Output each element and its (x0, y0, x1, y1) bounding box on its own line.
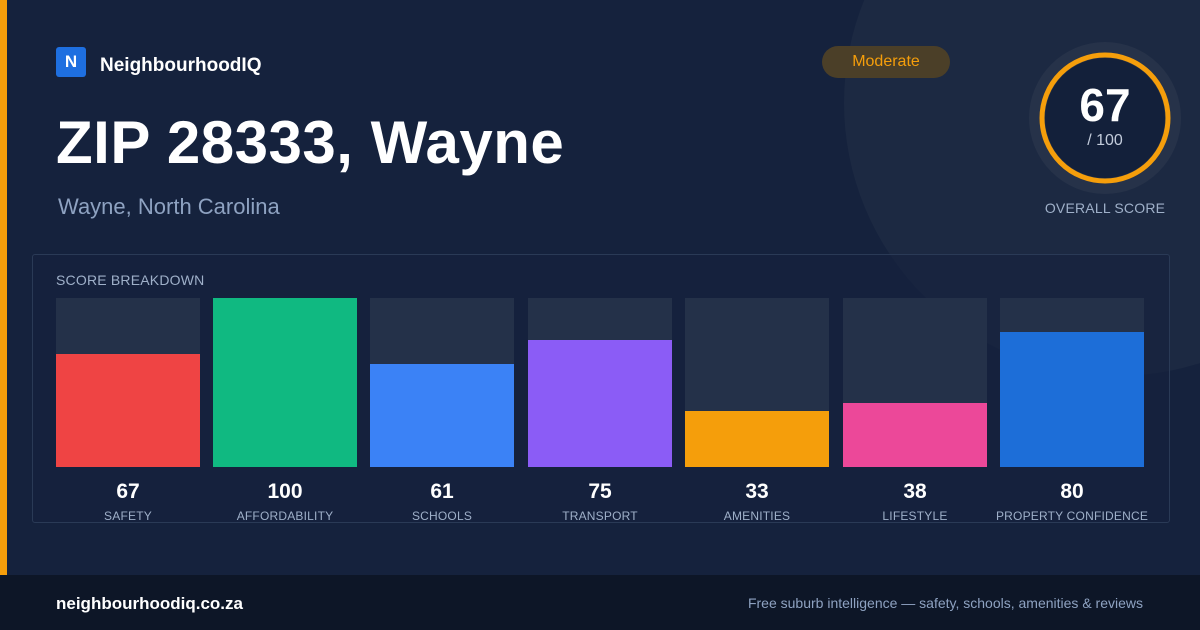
footer-tagline: Free suburb intelligence — safety, schoo… (747, 595, 1143, 611)
overall-score-value: 67 (1079, 79, 1131, 131)
accent-bar (0, 0, 7, 575)
overall-score-ring: 67 / 100 (1029, 42, 1181, 194)
score-column-transport: 75 TRANSPORT (528, 298, 672, 523)
footer: neighbourhoodiq.co.za Free suburb intell… (0, 575, 1200, 630)
overall-score-label: OVERALL SCORE (1044, 200, 1166, 216)
score-column-schools: 61 SCHOOLS (370, 298, 514, 523)
score-value: 67 (116, 480, 140, 503)
score-ring-arc (1039, 52, 1171, 184)
rating-badge: Moderate (822, 46, 950, 78)
score-bar-fill (213, 298, 357, 467)
score-label: AMENITIES (723, 509, 791, 523)
score-bar-track (1000, 298, 1144, 467)
score-column-affordability: 100 AFFORDABILITY (213, 298, 357, 523)
footer-site-link[interactable]: neighbourhoodiq.co.za (56, 594, 243, 613)
score-bar-fill (528, 340, 672, 467)
score-bar-track (528, 298, 672, 467)
score-bar-track (843, 298, 987, 467)
score-ring-icon (1039, 52, 1171, 184)
score-label: PROPERTY CONFIDENCE (995, 509, 1149, 523)
score-bar-fill (56, 354, 200, 467)
page-title: ZIP 28333, Wayne (56, 109, 565, 176)
score-bar-fill (843, 403, 987, 467)
brand-name: NeighbourhoodIQ (100, 55, 262, 76)
score-bar-track (685, 298, 829, 467)
location-subtitle: Wayne, North Carolina (58, 194, 280, 219)
score-bar-track (370, 298, 514, 467)
score-column-safety: 67 SAFETY (56, 298, 200, 523)
score-column-amenities: 33 AMENITIES (685, 298, 829, 523)
score-value: 38 (903, 480, 927, 503)
score-label: TRANSPORT (562, 509, 638, 523)
score-bar-track (56, 298, 200, 467)
score-breakdown-panel: SCORE BREAKDOWN 67 SAFETY 100 AFFORDABIL… (32, 254, 1170, 523)
score-value: 75 (588, 480, 612, 503)
score-value: 80 (1060, 480, 1084, 503)
score-value: 61 (430, 480, 454, 503)
brand[interactable]: N NeighbourhoodIQ (56, 46, 261, 77)
score-column-property-confidence: 80 PROPERTY CONFIDENCE (996, 298, 1148, 523)
score-label: AFFORDABILITY (236, 509, 334, 523)
score-bar-track (213, 298, 357, 467)
score-bar-fill (370, 364, 514, 467)
brand-logo-icon: N (56, 46, 86, 77)
score-label: SCHOOLS (411, 509, 473, 523)
breakdown-title: SCORE BREAKDOWN (56, 272, 205, 288)
score-column-lifestyle: 38 LIFESTYLE (843, 298, 987, 523)
overall-score-max: / 100 (1087, 132, 1123, 149)
share-card: N NeighbourhoodIQ Moderate ZIP 28333, Wa… (0, 0, 1181, 575)
score-bar-fill (1000, 332, 1144, 467)
score-label: LIFESTYLE (882, 509, 948, 523)
score-bar-fill (685, 411, 829, 467)
score-value: 33 (745, 480, 769, 503)
score-label: SAFETY (104, 509, 152, 523)
score-value: 100 (267, 480, 303, 503)
